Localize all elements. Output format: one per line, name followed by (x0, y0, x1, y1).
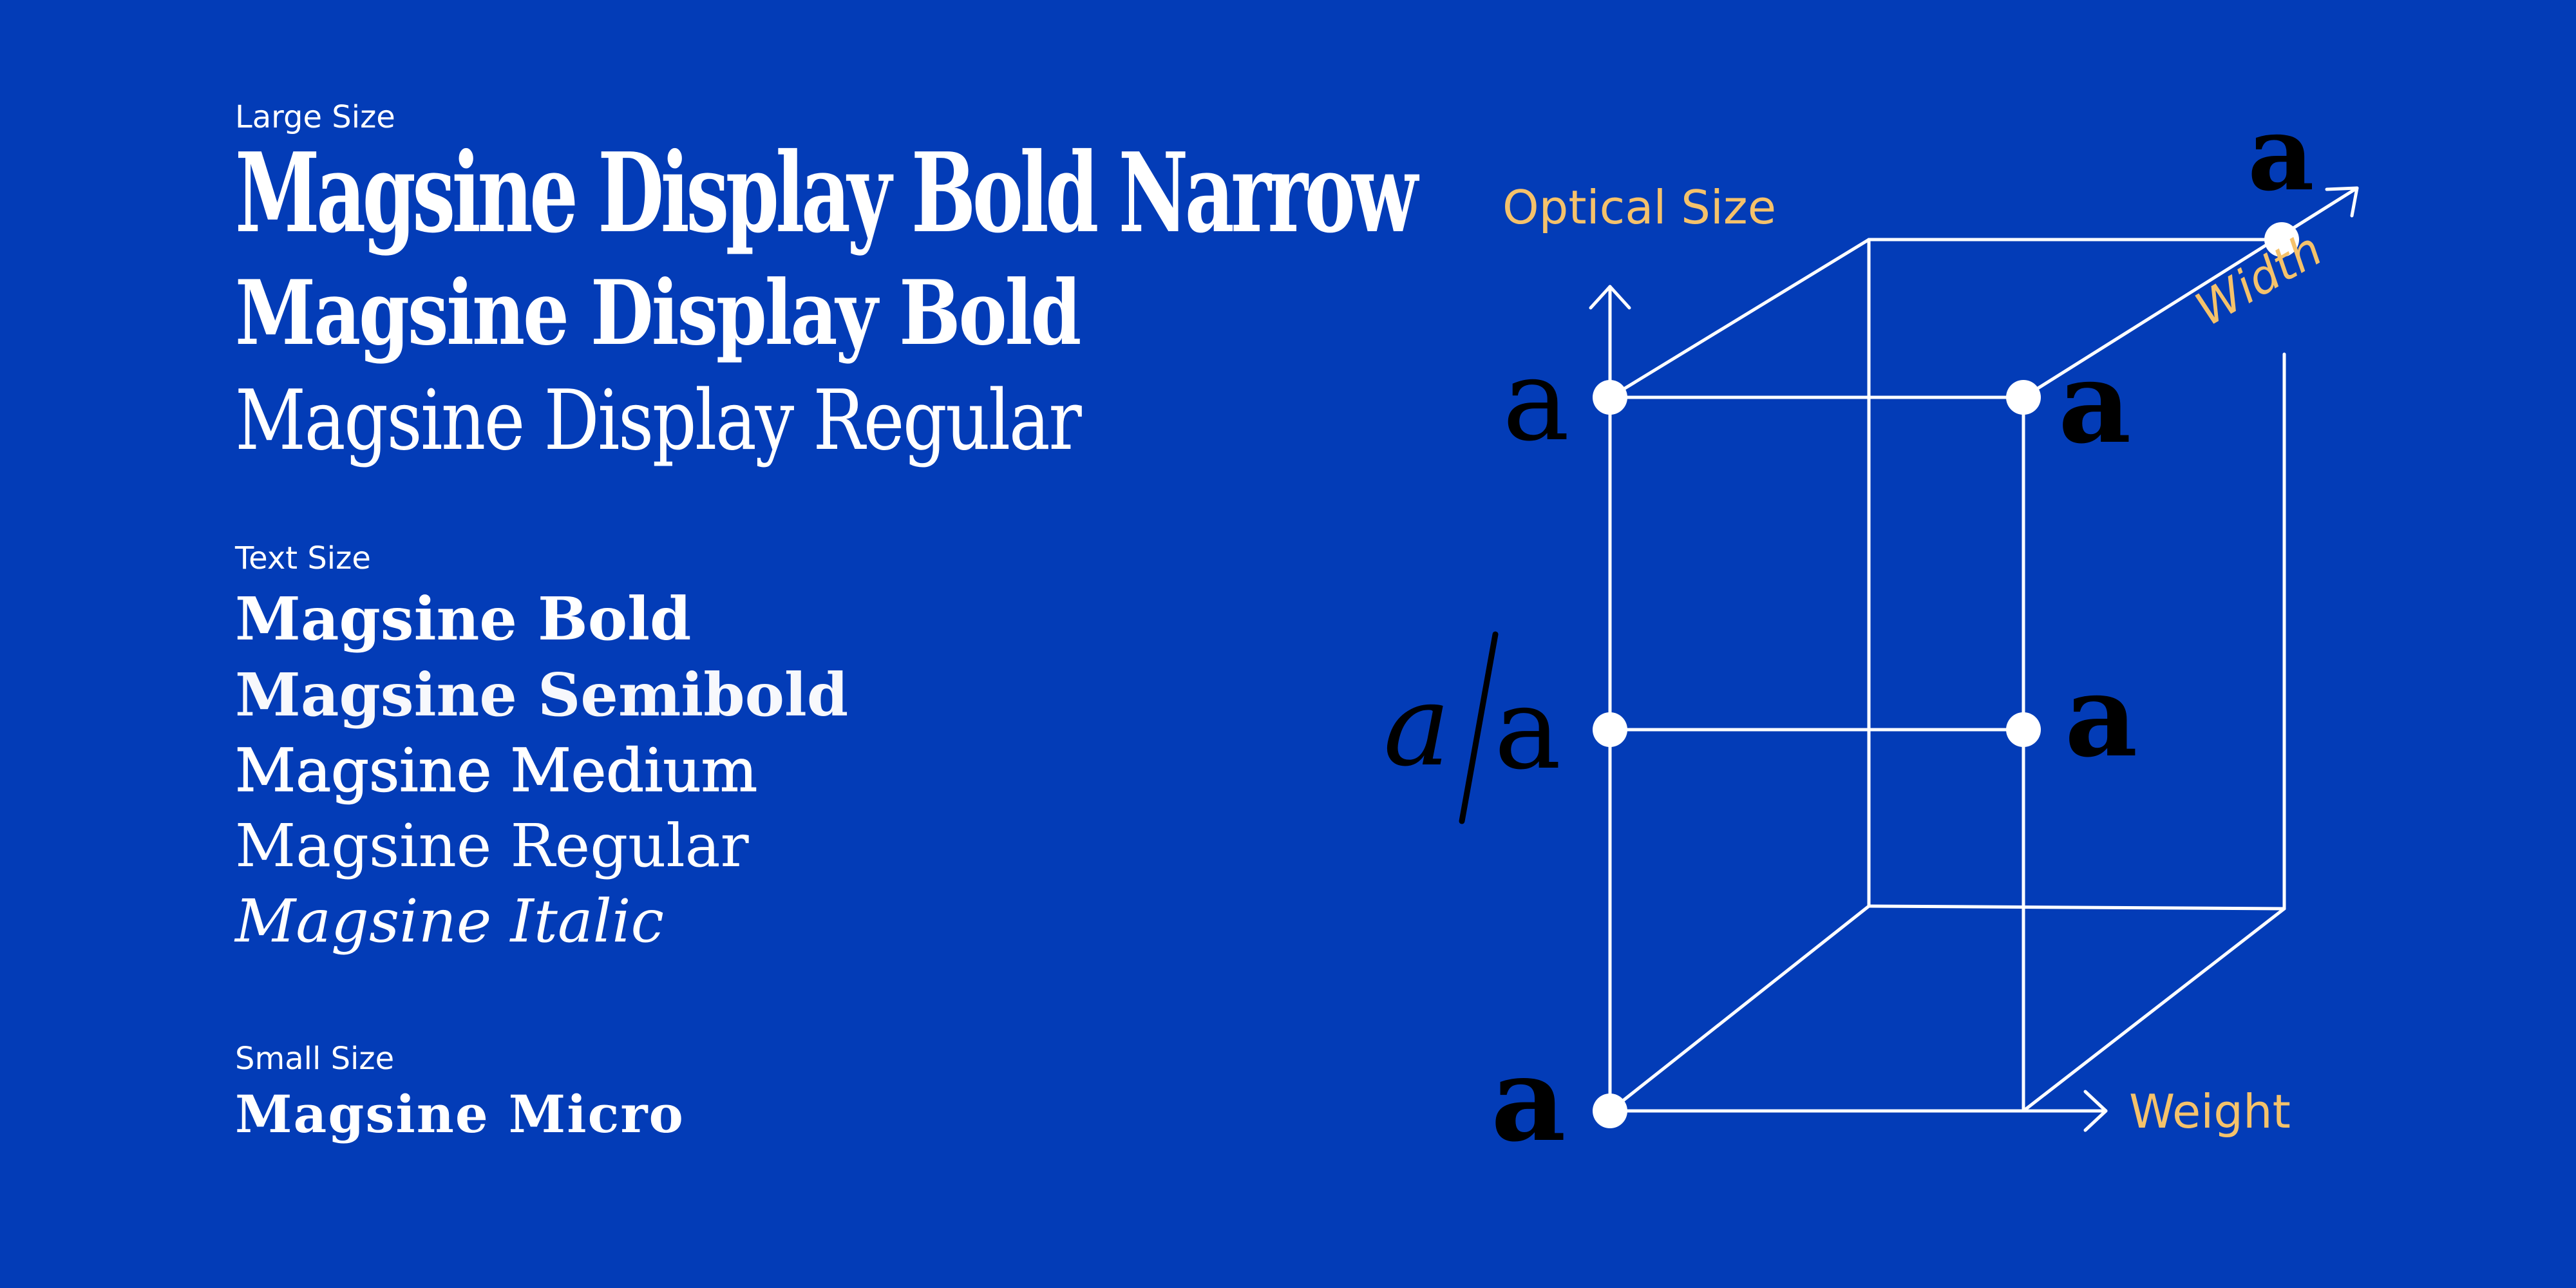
node-mid-right (2006, 712, 2041, 747)
small-size-label: Small Size (235, 1041, 395, 1077)
display-regular-sample: Magsine Display Regular (235, 373, 1082, 469)
glyph-far-top-right: a (2248, 93, 2315, 214)
micro-sample: Magsine Micro (235, 1084, 685, 1144)
node-top-right (2006, 380, 2041, 415)
text-italic-sample: Magsine Italic (235, 887, 665, 956)
text-medium-sample: Magsine Medium (234, 736, 757, 805)
optical-size-axis-label: Optical Size (1502, 180, 1777, 234)
node-far-top-right (2264, 222, 2299, 257)
display-bold-narrow-sample: Magsine Display Bold Narrow (235, 129, 1418, 258)
large-size-label: Large Size (235, 99, 395, 135)
optical-size-arrowhead (1589, 285, 1631, 310)
text-regular-sample: Magsine Regular (235, 811, 749, 880)
depth-bottom-right (2022, 907, 2286, 1113)
back-bottom-edge (1867, 904, 2286, 911)
node-mid-left (1593, 712, 1627, 747)
width-axis (2022, 186, 2359, 399)
glyph-top-right: a (2058, 337, 2132, 469)
text-semibold-sample: Magsine Semibold (235, 660, 849, 730)
depth-top-left (1608, 238, 1871, 399)
display-bold-sample: Magsine Display Bold (235, 260, 1081, 365)
text-bold-sample: Magsine Bold (235, 584, 692, 654)
glyph-top-left: a (1502, 336, 1570, 466)
text-size-label: Text Size (235, 540, 371, 576)
glyph-mid-right: a (2065, 650, 2138, 782)
weight-arrowhead (2083, 1090, 2108, 1132)
glyph-bottom-left: a (1491, 1032, 1566, 1168)
weight-axis-label: Weight (2129, 1084, 2291, 1139)
glyph-mid-left-italic: a (1383, 661, 1451, 791)
node-top-left (1593, 380, 1627, 415)
depth-bottom-left (1608, 904, 1871, 1113)
glyph-mid-left-regular: a (1494, 664, 1562, 795)
alternate-slash (1459, 631, 1499, 824)
node-bottom-left (1593, 1094, 1627, 1128)
width-arrowhead (2325, 186, 2359, 218)
